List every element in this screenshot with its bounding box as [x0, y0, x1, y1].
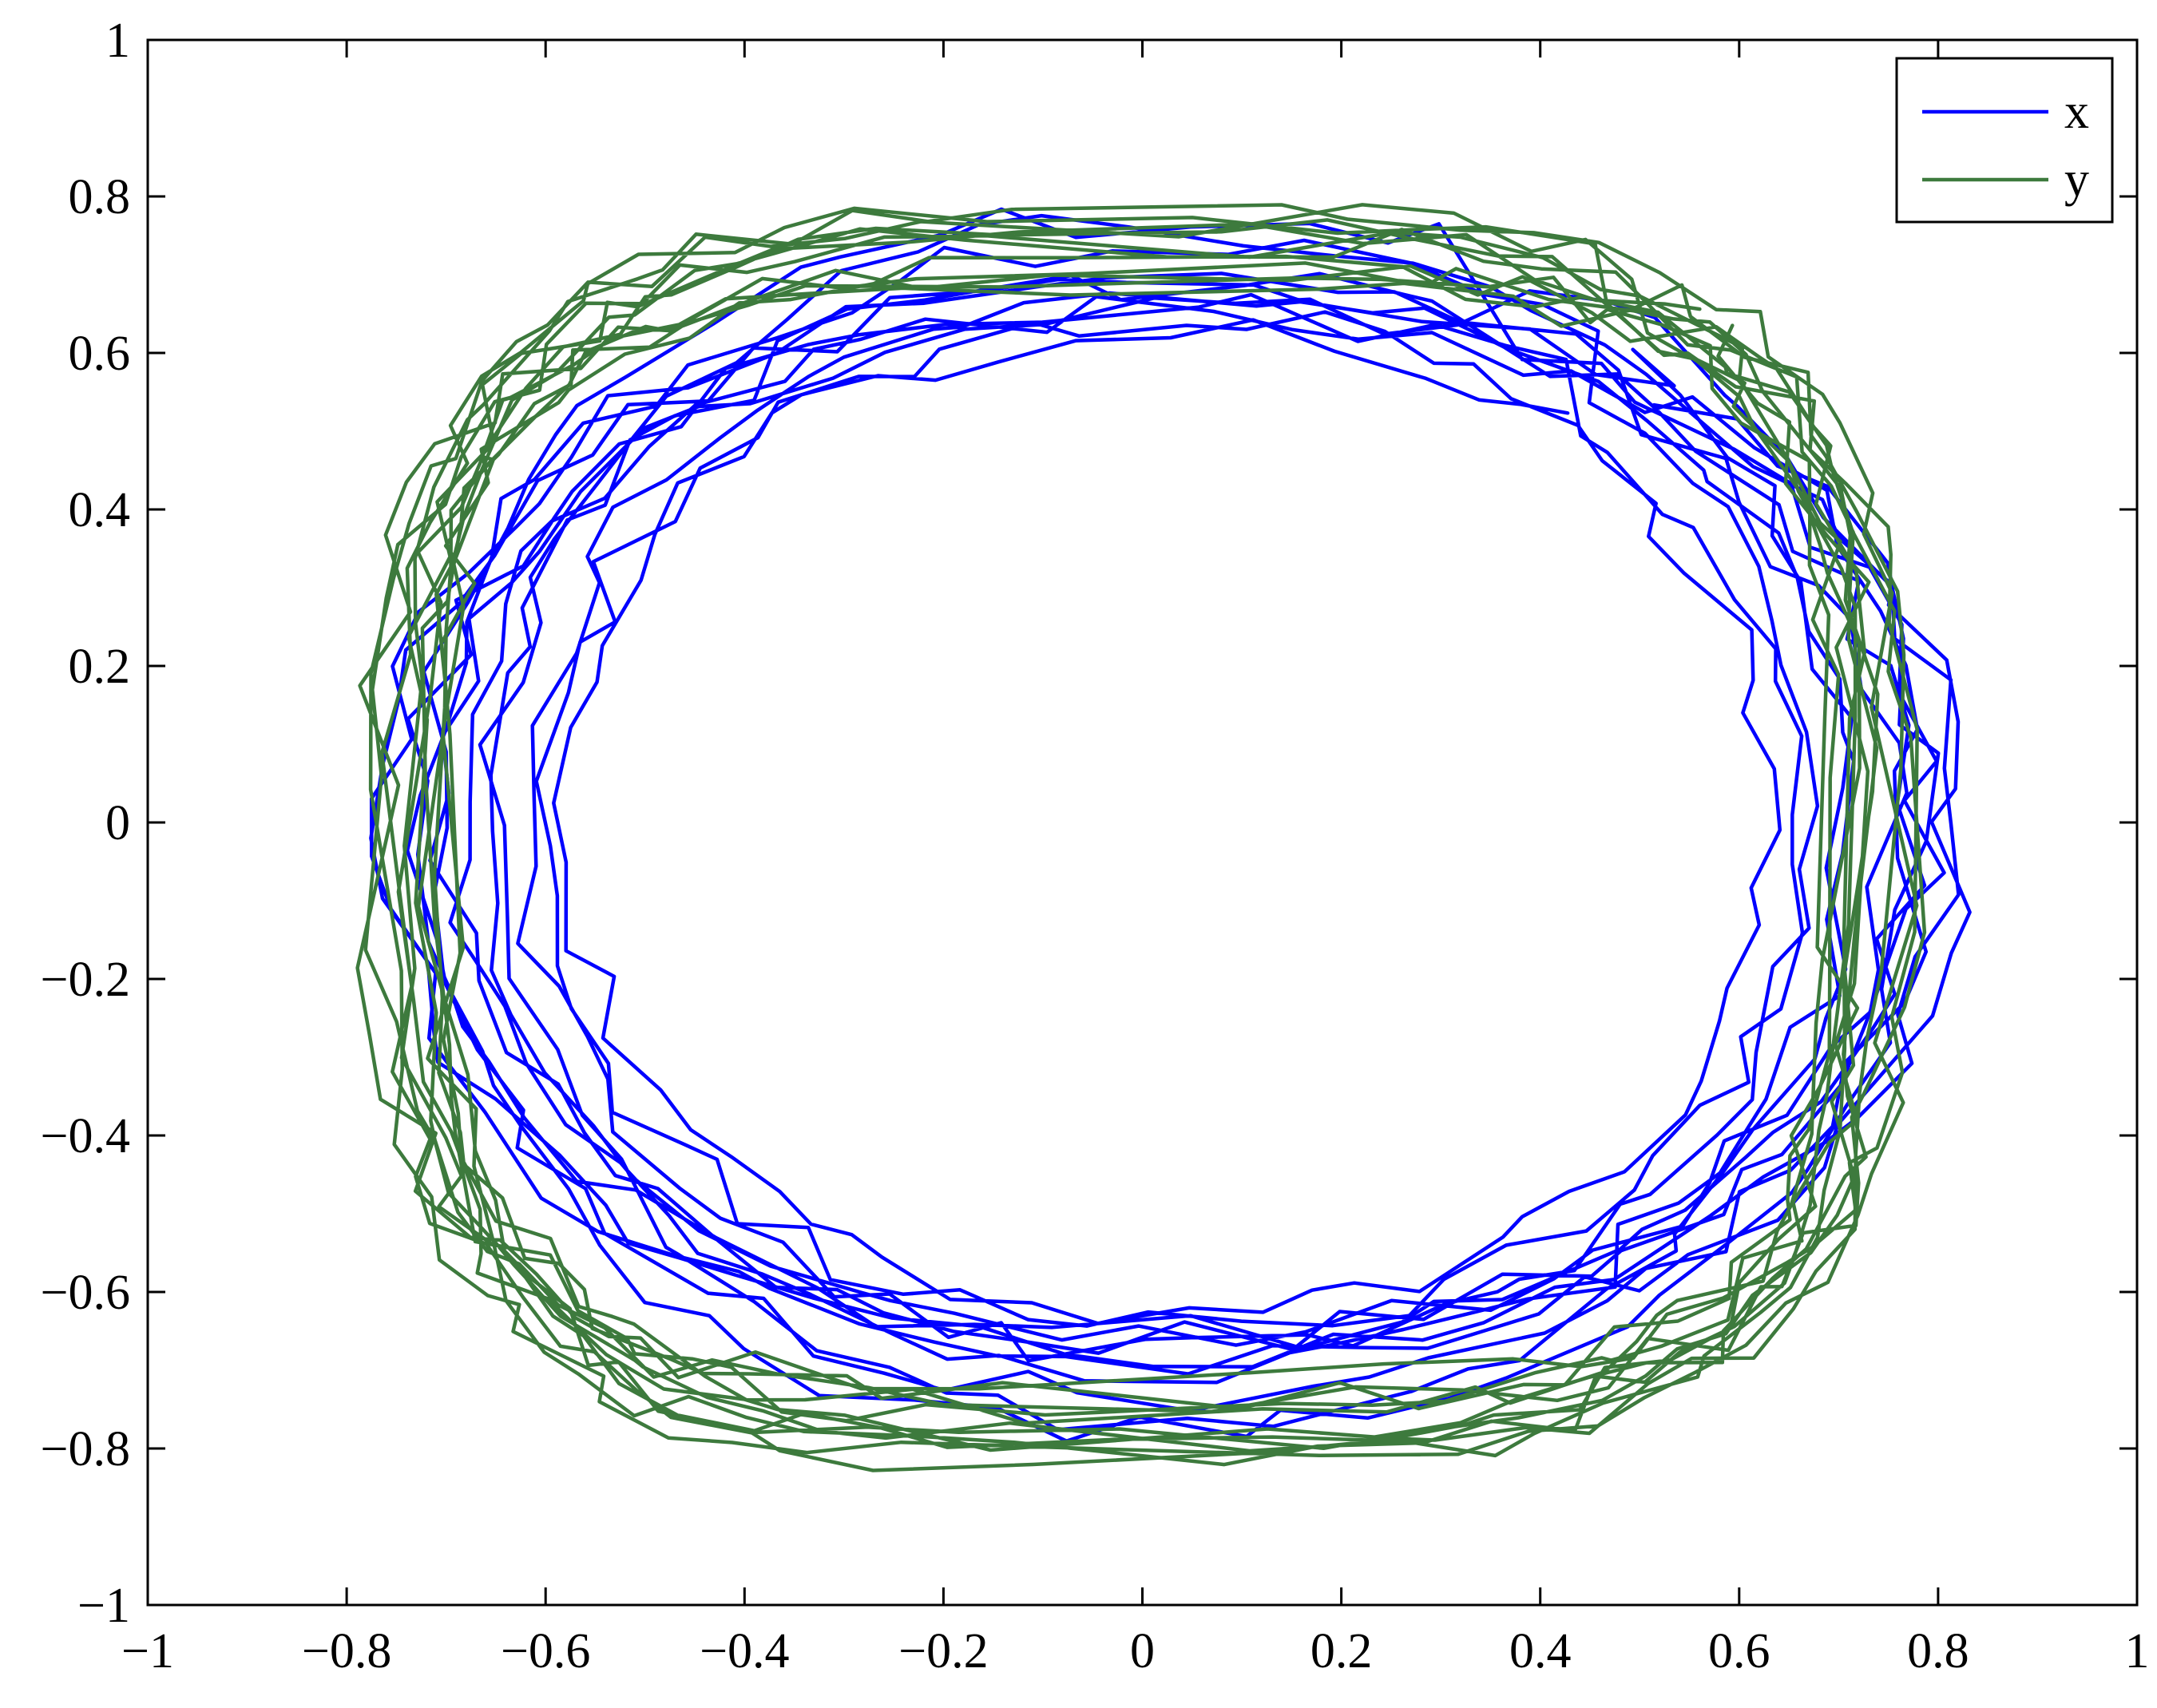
legend-box	[1895, 57, 2114, 224]
x-tick-label: −0.6	[501, 1624, 590, 1678]
x-tick-label: 0.8	[1907, 1624, 1969, 1678]
y-tick-label: 0.2	[69, 640, 131, 694]
x-tick-label: 0.6	[1708, 1624, 1770, 1678]
legend-label-x: x	[2064, 85, 2089, 139]
x-tick-label: −0.8	[302, 1624, 391, 1678]
x-tick-label: 0.4	[1509, 1624, 1572, 1678]
ticks-layer	[146, 38, 2139, 1607]
x-tick-label: 0	[1130, 1624, 1155, 1678]
y-tick-label: −1	[77, 1579, 130, 1633]
y-tick-label: −0.2	[41, 953, 130, 1007]
x-tick-label: 0.2	[1310, 1624, 1373, 1678]
series-layer	[355, 203, 1972, 1472]
x-tick-label: −0.4	[700, 1624, 789, 1678]
y-tick-label: −0.4	[41, 1109, 130, 1163]
x-tick-label: −1	[121, 1624, 174, 1678]
y-tick-label: 0.4	[69, 483, 131, 537]
y-tick-label: −0.8	[41, 1422, 130, 1476]
legend-label-y: y	[2064, 153, 2089, 207]
y-tick-label: −0.6	[41, 1266, 130, 1320]
y-tick-label: 0.8	[69, 170, 131, 224]
x-tick-label: −0.2	[898, 1624, 988, 1678]
series-line-y	[355, 203, 1927, 1472]
series-line-x	[369, 207, 1972, 1443]
y-tick-label: 0.6	[69, 327, 131, 381]
y-tick-label: 1	[105, 14, 130, 68]
x-tick-label: 1	[2125, 1624, 2150, 1678]
tick-labels-layer: −1 −0.8 −0.6 −0.4 −0.2 0 0.2 0.4 0.6 0.8 1 −1 −0.8 −0…	[41, 14, 2150, 1678]
y-tick-label: 0	[105, 796, 130, 850]
legend: x y	[1895, 57, 2114, 224]
